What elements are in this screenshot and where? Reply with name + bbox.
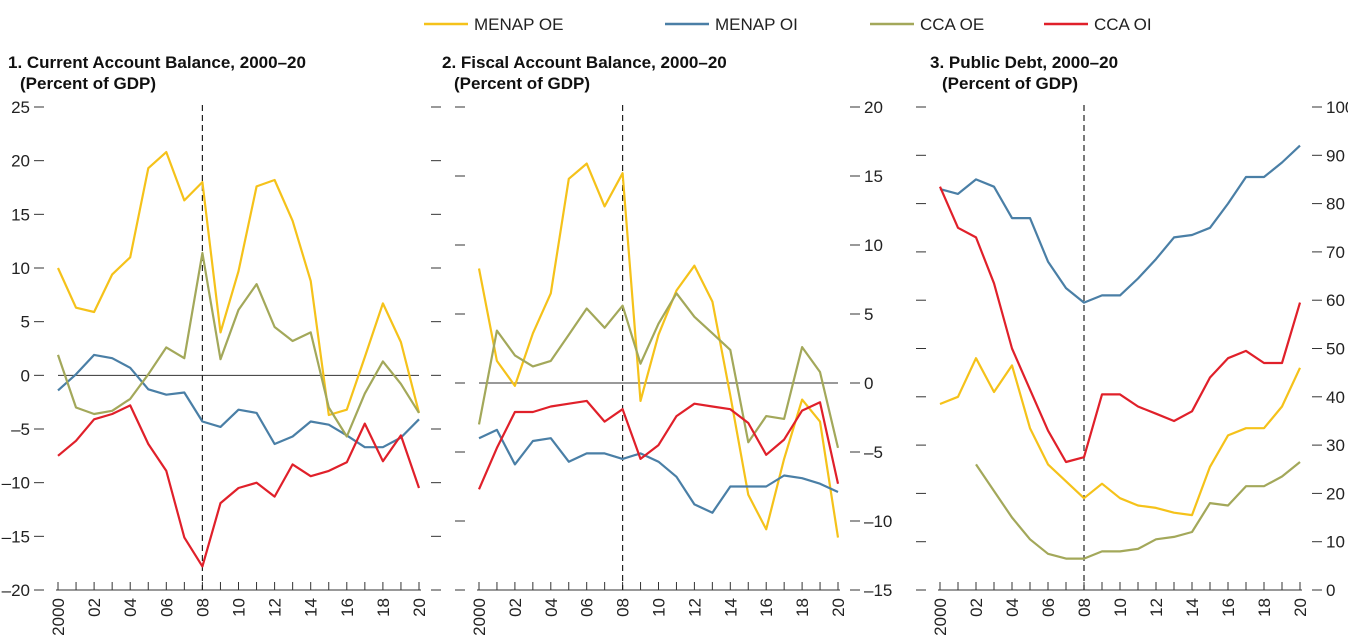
x-tick-label: 02 bbox=[85, 598, 104, 617]
series-line-cca-oi bbox=[938, 186, 1302, 464]
x-tick-label: 12 bbox=[1147, 598, 1166, 617]
series-line-cca-oi bbox=[477, 399, 840, 490]
y-tick-label: 90 bbox=[1326, 146, 1345, 165]
x-tick-label: 20 bbox=[410, 598, 429, 617]
panel-current-account: 1. Current Account Balance, 2000–20 (Perc… bbox=[2, 53, 441, 636]
y-tick-label: 30 bbox=[1326, 436, 1345, 455]
x-tick-label: 04 bbox=[1003, 598, 1022, 617]
y-tick-label: –15 bbox=[2, 527, 30, 546]
y-tick-label: 60 bbox=[1326, 291, 1345, 310]
y-tick-label: 0 bbox=[1326, 581, 1335, 600]
legend-label-1: MENAP OI bbox=[715, 15, 798, 34]
x-tick-label: 10 bbox=[230, 598, 249, 617]
x-tick-label: 02 bbox=[506, 598, 525, 617]
x-tick-label: 18 bbox=[1255, 598, 1274, 617]
x-tick-label: 20 bbox=[829, 598, 848, 617]
panel-public-debt: 3. Public Debt, 2000–20 (Percent of GDP) 0… bbox=[916, 53, 1348, 636]
x-tick-label: 08 bbox=[193, 598, 212, 617]
x-tick-label: 14 bbox=[302, 598, 321, 617]
y-tick-label: 10 bbox=[1326, 533, 1345, 552]
y-tick-label: –10 bbox=[2, 474, 30, 493]
y-tick-label: 10 bbox=[864, 236, 883, 255]
y-tick-label: –5 bbox=[11, 420, 30, 439]
x-tick-label: 14 bbox=[1183, 598, 1202, 617]
x-tick-label: 2000 bbox=[931, 598, 950, 636]
y-tick-label: 70 bbox=[1326, 243, 1345, 262]
y-tick-label: 15 bbox=[11, 205, 30, 224]
y-tick-label: 15 bbox=[864, 167, 883, 186]
y-tick-label: 40 bbox=[1326, 388, 1345, 407]
series-line-cca-oe bbox=[975, 461, 1301, 560]
chart-subtitle-fiscal-account: (Percent of GDP) bbox=[454, 74, 590, 93]
chart-subtitle-current-account: (Percent of GDP) bbox=[20, 74, 156, 93]
x-tick-label: 08 bbox=[1075, 598, 1094, 617]
x-tick-label: 20 bbox=[1291, 598, 1310, 617]
series-line-menap-oi bbox=[939, 144, 1301, 304]
y-tick-label: –5 bbox=[864, 443, 883, 462]
chart-title-current-account: 1. Current Account Balance, 2000–20 bbox=[8, 53, 306, 72]
chart-title-fiscal-account: 2. Fiscal Account Balance, 2000–20 bbox=[442, 53, 727, 72]
x-tick-label: 16 bbox=[338, 598, 357, 617]
y-tick-label: 0 bbox=[21, 366, 30, 385]
x-tick-label: 16 bbox=[1219, 598, 1238, 617]
legend: MENAP OE MENAP OI CCA OE CCA OI bbox=[424, 15, 1152, 34]
x-tick-label: 06 bbox=[157, 598, 176, 617]
series-line-menap-oe bbox=[939, 357, 1301, 517]
y-tick-label: –20 bbox=[2, 581, 30, 600]
legend-label-3: CCA OI bbox=[1094, 15, 1152, 34]
y-tick-label: 100 bbox=[1326, 98, 1348, 117]
x-tick-label: 08 bbox=[614, 598, 633, 617]
x-tick-label: 06 bbox=[578, 598, 597, 617]
series-line-cca-oe bbox=[477, 292, 840, 449]
x-tick-label: 12 bbox=[266, 598, 285, 617]
x-tick-label: 02 bbox=[967, 598, 986, 617]
x-tick-label: 14 bbox=[721, 598, 740, 617]
legend-label-2: CCA OE bbox=[920, 15, 984, 34]
x-tick-label: 10 bbox=[1111, 598, 1130, 617]
y-tick-label: 10 bbox=[11, 259, 30, 278]
y-tick-label: 25 bbox=[11, 98, 30, 117]
series-line-menap-oi bbox=[478, 428, 839, 514]
panel-fiscal-account: 2. Fiscal Account Balance, 2000–20 (Perce… bbox=[442, 53, 892, 636]
y-tick-label: –15 bbox=[864, 581, 892, 600]
y-tick-label: 5 bbox=[21, 313, 30, 332]
y-tick-label: 50 bbox=[1326, 340, 1345, 359]
x-tick-label: 2000 bbox=[470, 598, 489, 636]
y-tick-label: 0 bbox=[864, 374, 873, 393]
x-tick-label: 2000 bbox=[49, 598, 68, 636]
x-tick-label: 10 bbox=[650, 598, 669, 617]
y-tick-label: 5 bbox=[864, 305, 873, 324]
y-tick-label: 20 bbox=[864, 98, 883, 117]
x-tick-label: 04 bbox=[542, 598, 561, 617]
series-line-cca-oi bbox=[57, 404, 421, 568]
x-tick-label: 06 bbox=[1039, 598, 1058, 617]
x-tick-label: 04 bbox=[121, 598, 140, 617]
chart-title-public-debt: 3. Public Debt, 2000–20 bbox=[930, 53, 1118, 72]
series-line-menap-oe bbox=[477, 162, 840, 538]
x-tick-label: 12 bbox=[685, 598, 704, 617]
y-tick-label: 20 bbox=[1326, 484, 1345, 503]
x-tick-label: 18 bbox=[793, 598, 812, 617]
chart-subtitle-public-debt: (Percent of GDP) bbox=[942, 74, 1078, 93]
y-tick-label: –10 bbox=[864, 512, 892, 531]
x-tick-label: 16 bbox=[757, 598, 776, 617]
series-line-menap-oe bbox=[56, 151, 421, 417]
y-tick-label: 20 bbox=[11, 152, 30, 171]
series-line-cca-oe bbox=[56, 251, 420, 438]
series-line-menap-oi bbox=[57, 353, 420, 449]
x-tick-label: 18 bbox=[374, 598, 393, 617]
y-tick-label: 80 bbox=[1326, 195, 1345, 214]
legend-label-0: MENAP OE bbox=[474, 15, 563, 34]
